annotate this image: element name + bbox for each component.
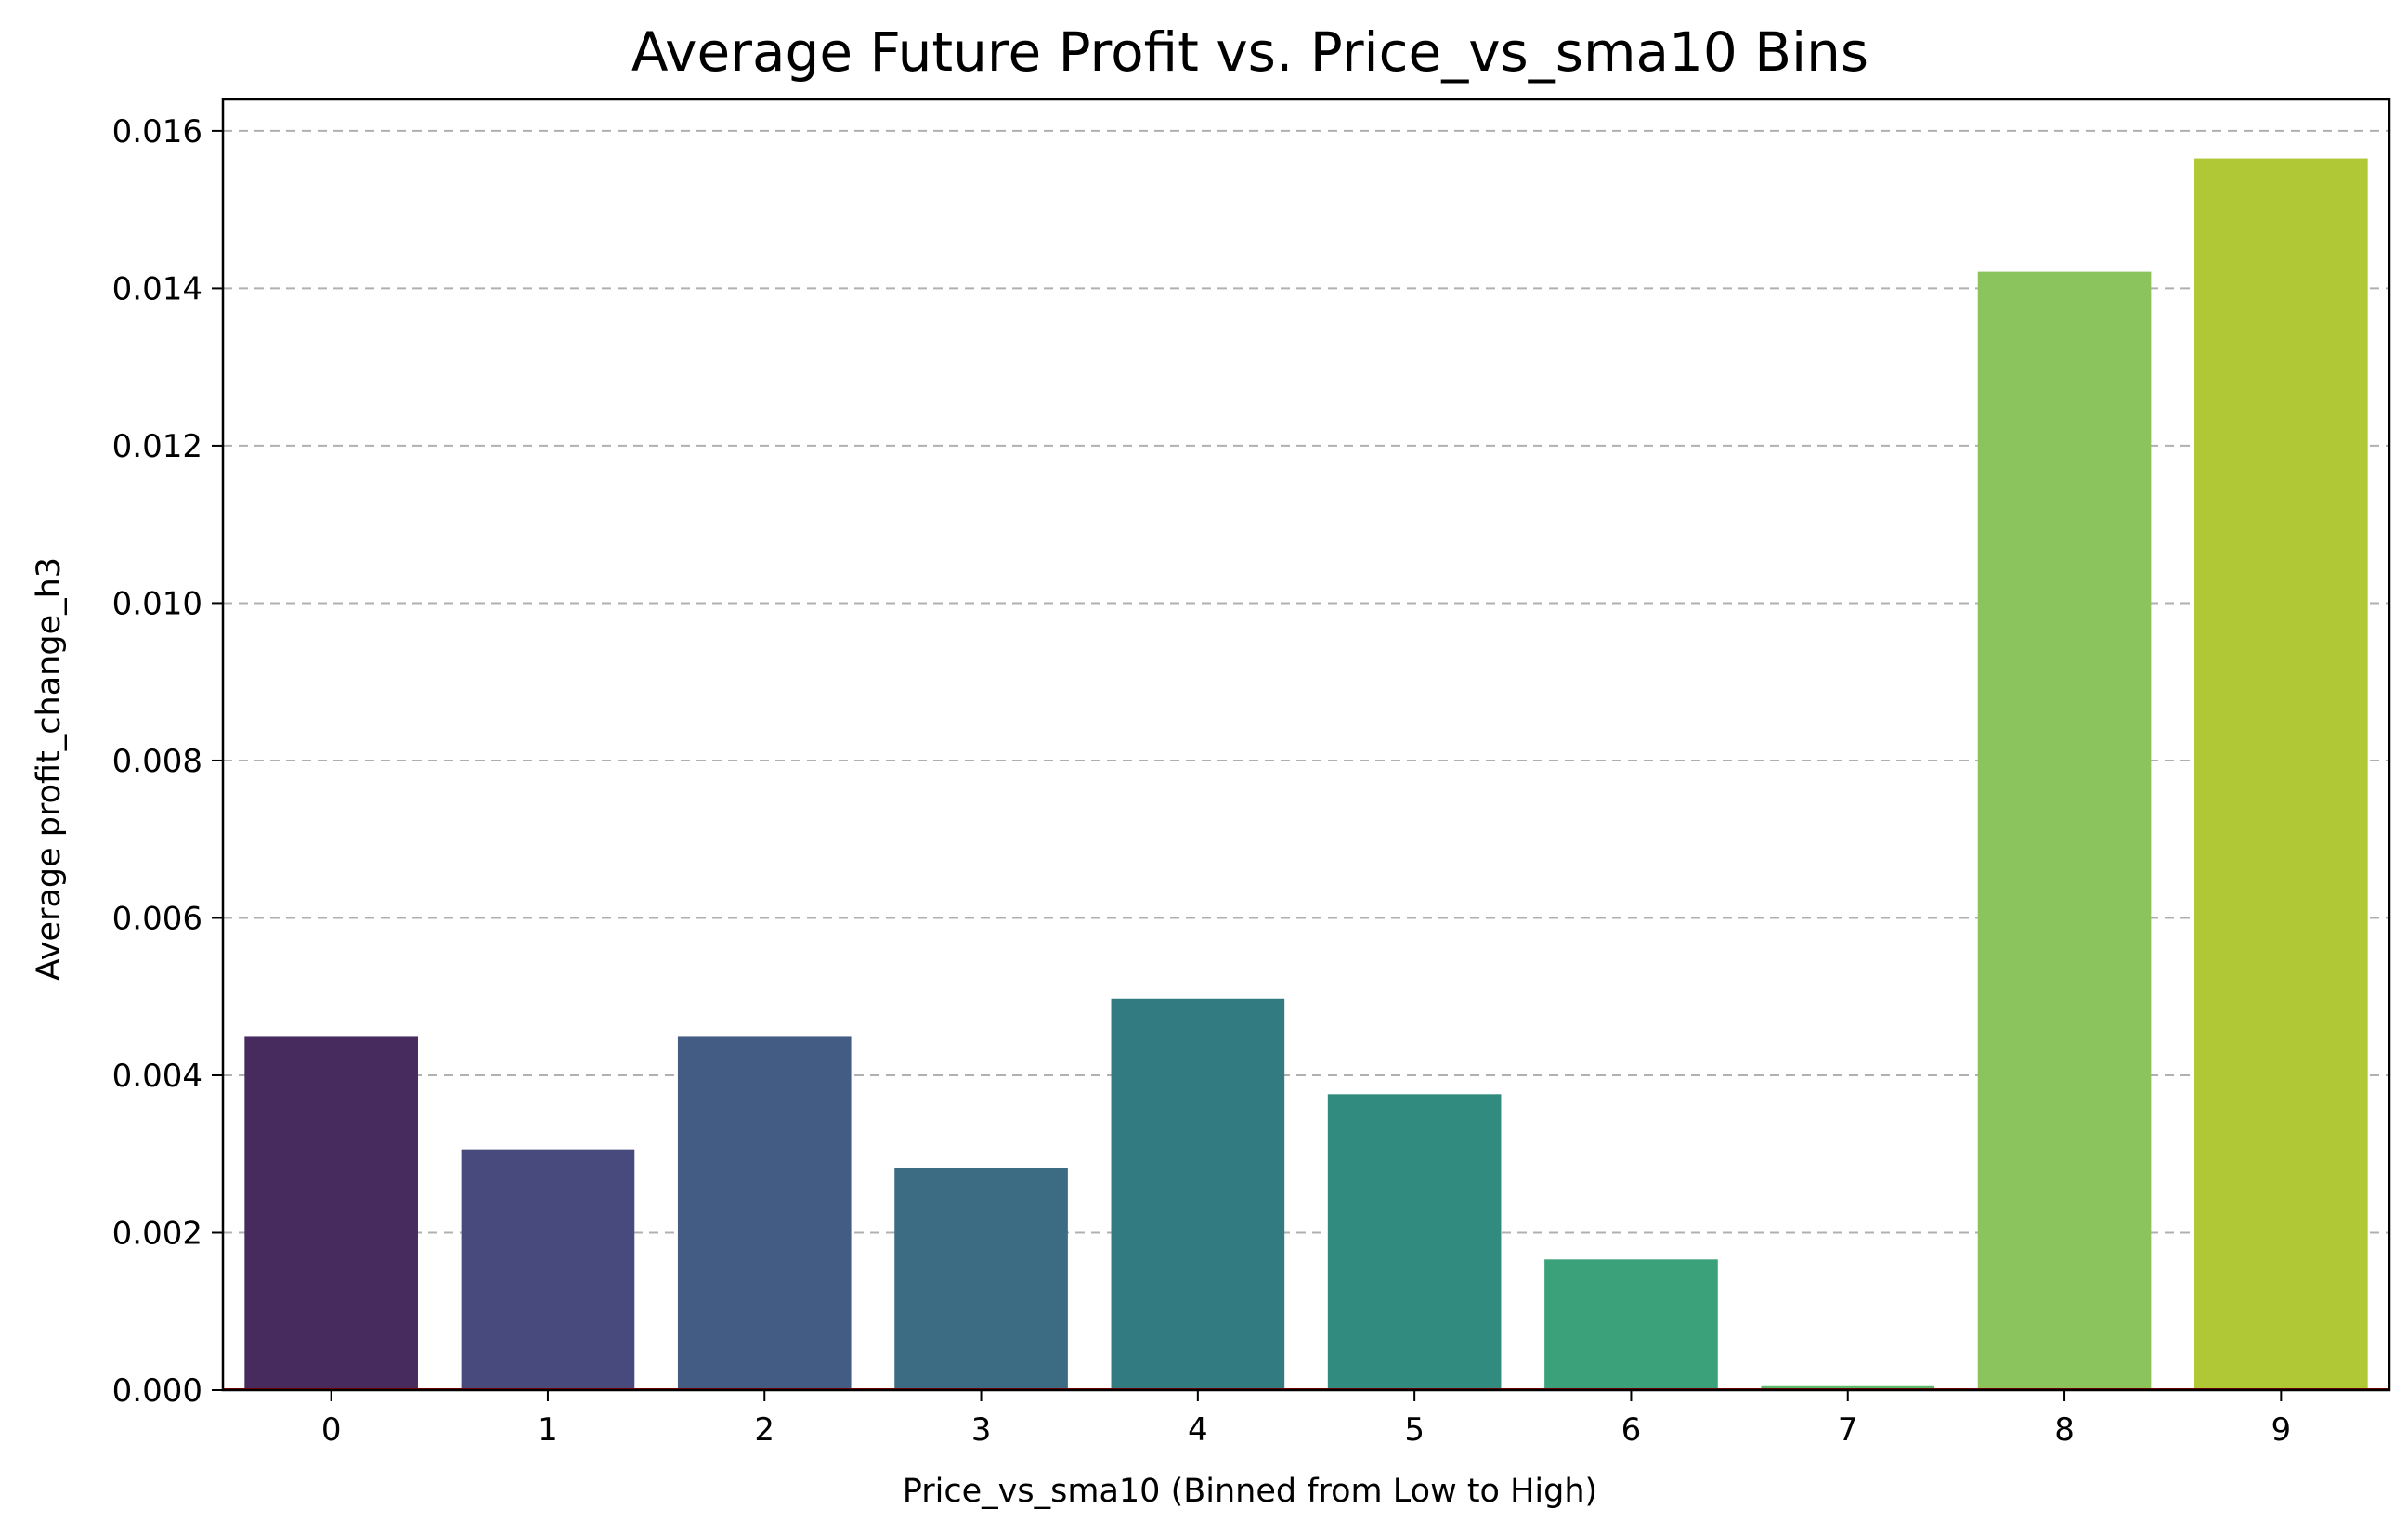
- y-tick-label: 0.006: [112, 900, 202, 937]
- bars-layer: [244, 158, 2368, 1390]
- x-tick-label: 4: [1188, 1411, 1208, 1449]
- y-tick-label: 0.002: [112, 1215, 202, 1252]
- x-tick-label: 5: [1404, 1411, 1425, 1449]
- y-tick-label: 0.000: [112, 1372, 202, 1410]
- x-tick-label: 1: [538, 1411, 558, 1449]
- bar-0: [244, 1036, 418, 1390]
- bar-8: [1977, 271, 2152, 1390]
- bar-9: [2194, 158, 2368, 1390]
- plot-frame: [221, 98, 2391, 1392]
- bar-1: [461, 1149, 635, 1390]
- axes-layer: 0.000 0.002 0.004 0.006 0.008 0.010 0.012 0.014…: [112, 98, 2391, 1449]
- y-axis-label: Average profit_change_h3: [31, 557, 68, 981]
- y-tick-label: 0.014: [112, 270, 202, 307]
- bar-6: [1544, 1259, 1718, 1390]
- bar-2: [677, 1036, 852, 1390]
- x-tick-label: 6: [1621, 1411, 1642, 1449]
- x-tick-label: 8: [2054, 1411, 2075, 1449]
- x-tick-label: 3: [971, 1411, 992, 1449]
- x-axis-label: Price_vs_sma10 (Binned from Low to High): [903, 1473, 1597, 1510]
- x-tick-label: 9: [2271, 1411, 2292, 1449]
- y-tick-label: 0.016: [112, 113, 202, 150]
- bar-3: [894, 1167, 1068, 1390]
- bar-7: [1761, 1385, 1935, 1390]
- y-tick-label: 0.008: [112, 743, 202, 780]
- x-tick-label: 7: [1838, 1411, 1858, 1449]
- y-tick-label: 0.004: [112, 1058, 202, 1095]
- y-tick-label: 0.010: [112, 585, 202, 622]
- bar-4: [1111, 998, 1285, 1390]
- chart-title: Average Future Profit vs. Price_vs_sma10…: [631, 20, 1868, 84]
- x-tick-label: 2: [754, 1411, 774, 1449]
- bar-5: [1327, 1094, 1502, 1390]
- x-tick-label: 0: [321, 1411, 342, 1449]
- y-tick-label: 0.012: [112, 428, 202, 465]
